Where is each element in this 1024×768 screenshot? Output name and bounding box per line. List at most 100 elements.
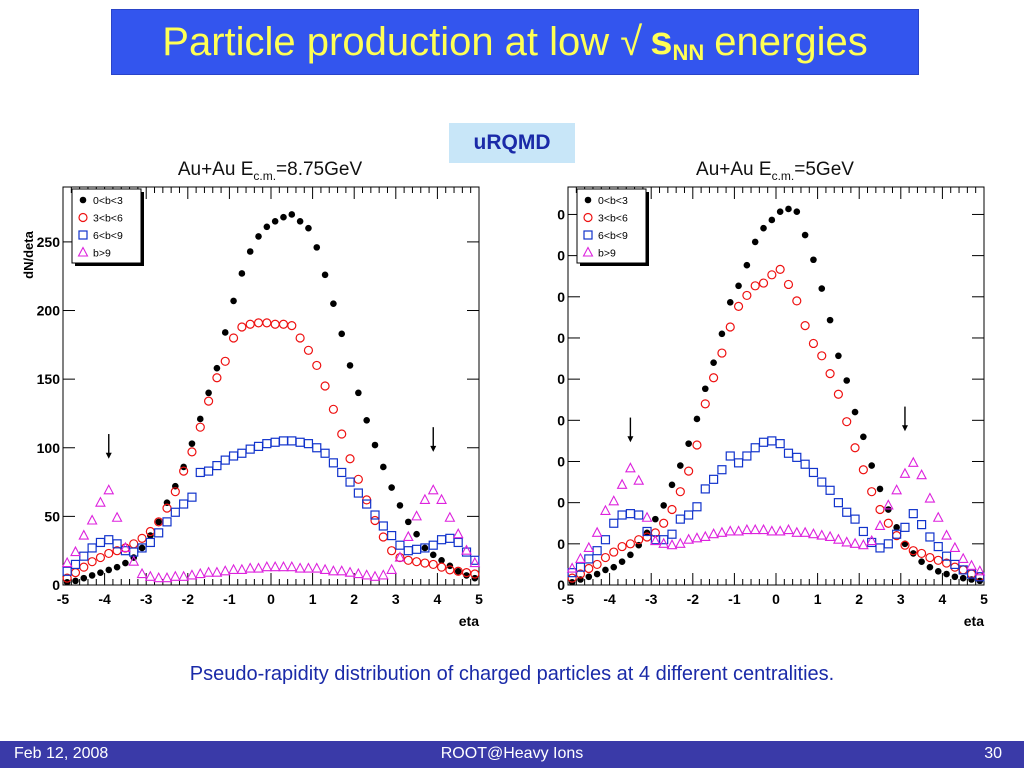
data-point [137,543,147,553]
y-axis-label: dN/deta [21,230,36,278]
data-point [428,540,438,550]
y-tick-label: 0 [557,330,565,346]
data-point [461,547,472,557]
data-point [774,525,786,536]
data-point [625,539,636,549]
x-axis-label: eta [459,613,479,629]
legend-label: 3<b<6 [598,213,628,225]
data-point [733,458,744,468]
chart-title-main: Au+Au E [178,159,254,180]
y-tick-label: 0 [557,453,565,469]
data-point [312,443,322,453]
data-point [212,373,222,383]
data-point [634,535,644,545]
x-tick-label: -2 [182,591,195,607]
data-point [725,322,735,332]
data-point [642,526,652,537]
data-point [776,208,784,216]
data-point [261,560,273,572]
data-point [891,484,903,495]
data-point [87,543,97,553]
data-point [428,559,438,570]
data-point [883,518,893,528]
data-point [575,552,586,563]
data-point [634,510,644,520]
data-point [119,541,131,552]
y-tick-label: 0 [557,371,565,387]
arrow-head [901,425,908,432]
data-point [783,279,794,290]
data-point [113,563,121,571]
data-point [799,526,811,537]
data-point [658,537,670,548]
data-point [800,321,810,331]
y-tick-label: 0 [557,248,565,264]
data-point [387,530,397,541]
data-point [337,429,347,439]
data-point [278,560,289,572]
footer-date: Feb 12, 2008 [14,745,109,762]
data-point [238,270,246,277]
data-point [668,481,676,489]
data-point [699,530,711,542]
data-point [925,552,935,563]
data-point [566,562,578,573]
data-point [413,530,420,538]
data-point [328,404,338,414]
data-point [303,345,314,355]
x-tick-label: -3 [645,591,658,607]
data-point [817,351,827,361]
legend-label: 3<b<6 [93,213,123,225]
data-point [411,510,423,521]
data-point [105,566,113,574]
y-tick-label: 0 [52,577,60,593]
data-point [95,496,106,507]
data-point [925,532,935,542]
series-open-square [567,436,985,582]
data-point [825,485,835,495]
data-point [377,569,389,580]
arrow-head [627,436,634,443]
data-point [867,537,877,548]
data-point [618,558,626,565]
data-point [659,535,669,545]
slide-caption: Pseudo-rapidity distribution of charged … [189,663,835,685]
data-point [136,567,148,579]
data-point [857,539,869,550]
slide-footer: Feb 12, 2008 ROOT@Heavy Ions 30 [0,741,1024,768]
data-point [725,451,735,461]
data-point [917,548,927,559]
data-point [918,558,925,565]
data-point [750,443,760,453]
chart-title-main: Au+Au E [696,159,772,180]
data-point [179,499,189,509]
data-point [344,566,356,577]
data-point [691,532,703,543]
data-point [585,573,593,581]
data-point [170,487,180,497]
data-point [203,566,215,577]
data-point [244,562,256,573]
legend-label: b>9 [598,248,616,260]
data-point [338,330,346,338]
data-point [70,545,81,557]
data-point [396,502,404,509]
data-point [296,218,304,225]
data-point [667,504,677,515]
data-point [733,301,744,311]
data-point [700,484,710,494]
data-point [592,559,602,570]
data-point [842,417,852,427]
data-point [724,525,736,536]
series-open-triangle [61,484,481,583]
x-tick-label: 1 [309,591,317,607]
data-point [758,278,769,288]
data-point [103,484,115,495]
data-point [246,248,254,255]
slide-title-symbol-letter: s [650,18,673,63]
data-point [230,297,237,305]
legend-marker-open-square [583,230,593,240]
data-point [591,526,603,537]
data-point [469,556,481,568]
data-point [463,572,470,579]
